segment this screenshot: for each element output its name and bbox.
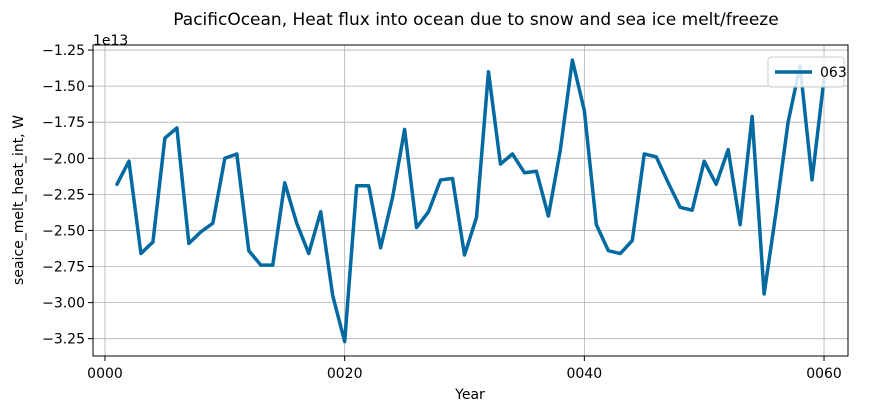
- y-axis-ticks: −3.25 −3.00 −2.75 −2.50 −2.25 −2.00 −1.75 −1.50…: [42, 43, 93, 348]
- y-axis-label: seaice_melt_heat_int, W: [11, 115, 27, 285]
- x-tick-label: 0040: [567, 366, 603, 382]
- y-tick-label: −3.00: [42, 296, 85, 312]
- y-tick-label: −1.25: [42, 43, 85, 59]
- chart-title: PacificOcean, Heat flux into ocean due t…: [173, 10, 778, 30]
- y-tick-label: −1.75: [42, 115, 85, 131]
- y-tick-label: −2.00: [42, 151, 85, 167]
- series-lines: [115, 58, 826, 344]
- plot-frame: [92, 44, 849, 357]
- legend: 063: [767, 56, 847, 88]
- y-tick-label: −3.25: [42, 332, 85, 348]
- y-tick-label: −2.25: [42, 187, 85, 203]
- y-tick-label: −2.75: [42, 260, 85, 276]
- gridlines: [93, 45, 848, 356]
- x-tick-label: 0060: [806, 366, 842, 382]
- x-tick-label: 0020: [327, 366, 363, 382]
- y-offset-label: 1e13: [93, 33, 128, 49]
- series-line: [115, 58, 826, 344]
- y-tick-label: −2.50: [42, 223, 85, 239]
- y-tick-label: −1.50: [42, 79, 85, 95]
- x-axis-label: Year: [454, 387, 485, 403]
- legend-label: 063: [820, 65, 847, 81]
- x-axis-ticks: 0000 0020 0040 0060: [87, 356, 842, 382]
- x-tick-label: 0000: [87, 366, 123, 382]
